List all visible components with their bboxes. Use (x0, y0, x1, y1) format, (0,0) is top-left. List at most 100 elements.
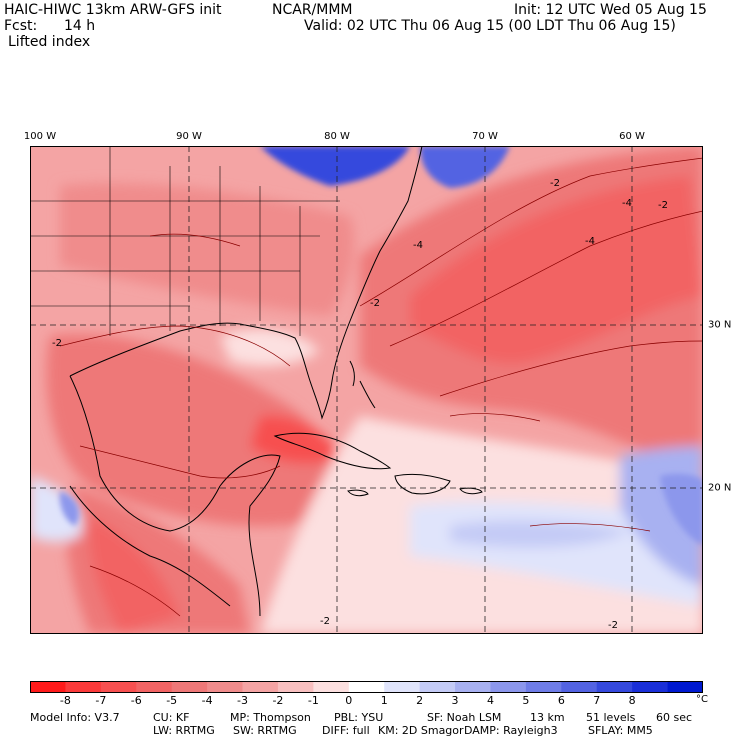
colorbar-swatch (419, 681, 456, 693)
agency-label: NCAR/MMM (272, 2, 353, 18)
colorbar-swatch (277, 681, 314, 693)
puerto-rico (459, 487, 483, 495)
forecast-label: Fcst: (4, 18, 38, 34)
cool-caribbean-core (450, 520, 630, 548)
warm-core-atlantic (410, 176, 703, 364)
warm-core-cuba (250, 415, 340, 464)
colorbar-tick-label: 0 (345, 694, 353, 707)
field-name: Lifted index (8, 34, 91, 50)
contours (59, 157, 703, 617)
contour-label: -4 (622, 198, 632, 209)
model-info-item: SFLAY: MM5 (588, 724, 653, 737)
colorbar-swatch (561, 681, 598, 693)
colorbar-tick-label: -1 (307, 694, 319, 707)
colorbar-tick-label: 3 (451, 694, 459, 707)
colorbar-tick-label: -4 (201, 694, 213, 707)
lon-label-100w: 100 W (23, 131, 57, 142)
model-info-item: DAMP: Rayleigh3 (464, 724, 558, 737)
model-info-item: 13 km (530, 711, 565, 724)
cold-core-offshore (420, 146, 510, 188)
colorbar-swatch (30, 681, 66, 693)
colorbar-tick-label: -2 (272, 694, 284, 707)
map-frame (30, 146, 703, 634)
colorbar-swatch (348, 681, 385, 693)
model-info-item: KM: 2D Smagor (378, 724, 464, 737)
colorbar-tick-label: -8 (59, 694, 71, 707)
yucatan-coast (219, 454, 281, 617)
contour-label: -2 (370, 298, 380, 309)
colorbar-swatch (490, 681, 527, 693)
lon-label-90w: 90 W (176, 131, 202, 142)
colorbar-swatch (207, 681, 244, 693)
colorbar-swatch (455, 681, 491, 693)
lon-label-70w: 70 W (472, 131, 498, 142)
colorbar-swatch (100, 681, 137, 693)
colorbar-tick-label: 8 (628, 694, 636, 707)
colorbar-swatch (384, 681, 421, 693)
colorbar-swatch (596, 681, 633, 693)
hispaniola (394, 473, 451, 495)
cold-east-core (660, 473, 703, 546)
model-info-item: 51 levels (586, 711, 636, 724)
cold-pacific-core (59, 491, 80, 526)
contour-label: -2 (608, 620, 618, 631)
contour-label: -4 (585, 236, 595, 247)
colorbar-tick-label: -5 (166, 694, 178, 707)
colorbar-swatch (313, 681, 350, 693)
colorbar-swatch (65, 681, 102, 693)
warm-region-gulf (46, 334, 338, 526)
model-info-item: SF: Noah LSM (427, 711, 502, 724)
colorbar-swatch (632, 681, 669, 693)
colorbar-tick-label: -6 (130, 694, 142, 707)
cuba (273, 432, 392, 470)
colorbar-swatch (525, 681, 562, 693)
colorbar-tick-label: 5 (522, 694, 530, 707)
model-info-item: SW: RRTMG (233, 724, 297, 737)
lat-label-20n: 20 N (708, 482, 732, 494)
model-info-item: Model Info: V3.7 (30, 711, 120, 724)
lon-label-60w: 60 W (619, 131, 645, 142)
model-info-item: CU: KF (153, 711, 190, 724)
contour-label: -4 (413, 240, 423, 251)
mexico-coast (69, 375, 221, 532)
forecast-hour: 14 h (64, 18, 96, 34)
contour-label: -2 (550, 178, 560, 189)
colorbar-unit: °C (696, 694, 708, 705)
contour-label-group: -4 -4 -2 -2 -2 -4 -2 -2 -2 (52, 178, 668, 631)
colorbar-tick-label: 2 (416, 694, 424, 707)
colorbar-tick-label: 4 (486, 694, 494, 707)
valid-time: Valid: 02 UTC Thu 06 Aug 15 (00 LDT Thu … (304, 18, 676, 34)
warm-region-us (60, 183, 354, 316)
colorbar-swatch (242, 681, 279, 693)
colorbar-swatch (136, 681, 173, 693)
colorbar-tick-label: 1 (380, 694, 388, 707)
contour-label: -2 (52, 338, 62, 349)
lifted-index-map: -4 -4 -2 -2 -2 -4 -2 -2 -2 (30, 146, 703, 634)
model-title: HAIC-HIWC 13km ARW-GFS init (4, 2, 222, 18)
model-info-item: 60 sec (656, 711, 693, 724)
model-info-item: DIFF: full (322, 724, 370, 737)
lat-label-30n: 30 N (708, 319, 732, 331)
model-info-item: LW: RRTMG (153, 724, 215, 737)
state-borders (30, 146, 340, 336)
cold-core-midatlantic (260, 146, 410, 186)
contour-label: -2 (658, 200, 668, 211)
model-info-item: PBL: YSU (334, 711, 384, 724)
latlon-grid (30, 146, 703, 634)
cool-pacific (30, 476, 82, 542)
init-time: Init: 12 UTC Wed 05 Aug 15 (514, 2, 707, 18)
colorbar-tick-label: -3 (237, 694, 248, 707)
bahamas (349, 360, 376, 409)
colorbar-tick-label: 6 (557, 694, 565, 707)
contour-label: -2 (320, 616, 330, 627)
warm-core-mexico (89, 516, 180, 634)
central-america-coast (69, 485, 231, 607)
colorbar-swatch (667, 681, 703, 693)
jamaica (347, 489, 369, 497)
colorbar-tick-label: 7 (593, 694, 601, 707)
lon-label-80w: 80 W (324, 131, 350, 142)
colorbar (30, 681, 703, 693)
colorbar-tick-label: -7 (95, 694, 107, 707)
colorbar-swatch (171, 681, 208, 693)
model-info-item: MP: Thompson (230, 711, 311, 724)
